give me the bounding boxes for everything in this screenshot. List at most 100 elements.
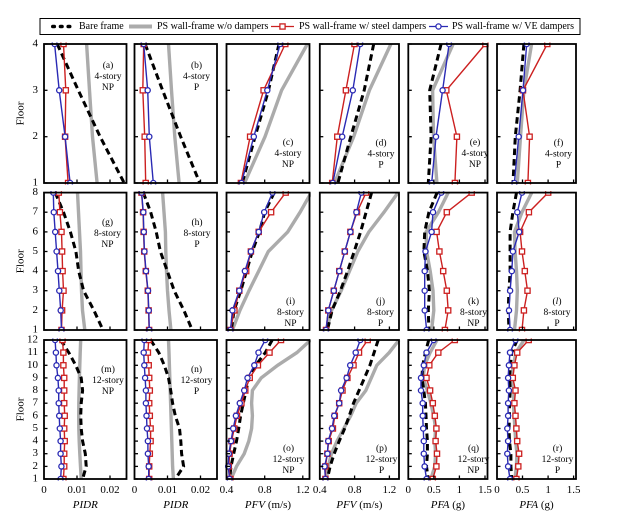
svg-text:3: 3	[33, 284, 39, 296]
svg-text:1.5: 1.5	[478, 484, 492, 496]
svg-text:NP: NP	[101, 240, 113, 250]
svg-text:0: 0	[132, 484, 138, 496]
svg-text:8-story: 8-story	[94, 229, 121, 239]
svg-text:0.8: 0.8	[348, 484, 362, 496]
svg-text:P: P	[554, 319, 559, 329]
svg-text:(h): (h)	[191, 217, 202, 228]
svg-text:(b): (b)	[191, 60, 202, 71]
svg-text:1: 1	[33, 324, 39, 336]
svg-text:8-story: 8-story	[544, 308, 571, 318]
svg-text:12-story: 12-story	[181, 376, 213, 386]
svg-text:4: 4	[33, 38, 39, 50]
svg-text:4: 4	[33, 265, 39, 277]
svg-text:1: 1	[457, 484, 463, 496]
svg-text:P: P	[194, 83, 199, 93]
svg-text:0.02: 0.02	[100, 484, 119, 496]
svg-text:1: 1	[33, 473, 39, 485]
svg-text:8: 8	[33, 384, 39, 396]
svg-text:8-story: 8-story	[367, 308, 394, 318]
svg-text:Floor: Floor	[15, 397, 27, 421]
svg-text:(r): (r)	[553, 443, 563, 454]
svg-text:Floor: Floor	[15, 101, 27, 125]
svg-text:(g): (g)	[102, 217, 113, 228]
svg-text:0: 0	[41, 484, 47, 496]
svg-text:0.01: 0.01	[67, 484, 86, 496]
svg-text:6: 6	[33, 409, 39, 421]
svg-text:0.8: 0.8	[258, 484, 272, 496]
svg-text:PS wall-frame w/o dampers: PS wall-frame w/o dampers	[157, 21, 268, 32]
svg-text:1.2: 1.2	[383, 484, 397, 496]
svg-text:PFA (g): PFA (g)	[430, 499, 466, 511]
svg-text:4-story: 4-story	[462, 149, 489, 159]
svg-text:2: 2	[33, 460, 39, 472]
svg-text:PIDR: PIDR	[72, 499, 98, 511]
svg-text:P: P	[556, 161, 561, 171]
svg-text:0.4: 0.4	[313, 484, 327, 496]
svg-text:12-story: 12-story	[92, 376, 124, 386]
svg-text:PFV (m/s): PFV (m/s)	[335, 499, 382, 511]
svg-text:PFA (g): PFA (g)	[518, 499, 554, 511]
svg-text:P: P	[555, 466, 560, 476]
svg-text:4-story: 4-story	[275, 149, 302, 159]
svg-text:1: 1	[545, 484, 551, 496]
svg-text:5: 5	[33, 245, 39, 257]
svg-text:P: P	[378, 319, 383, 329]
svg-text:1.2: 1.2	[296, 484, 310, 496]
svg-text:4: 4	[33, 435, 39, 447]
svg-text:Floor: Floor	[15, 249, 27, 273]
svg-text:NP: NP	[102, 387, 114, 397]
svg-text:12: 12	[27, 334, 38, 346]
svg-text:(e): (e)	[470, 137, 481, 148]
svg-text:8-story: 8-story	[460, 308, 487, 318]
svg-text:7: 7	[33, 206, 39, 218]
svg-text:0.5: 0.5	[516, 484, 530, 496]
svg-text:P: P	[378, 161, 383, 171]
svg-text:PS wall-frame w/ steel dampers: PS wall-frame w/ steel dampers	[299, 21, 426, 32]
svg-text:12-story: 12-story	[273, 455, 305, 465]
svg-text:8: 8	[33, 186, 39, 198]
svg-text:NP: NP	[284, 319, 296, 329]
svg-text:(n): (n)	[191, 364, 202, 375]
svg-text:5: 5	[33, 422, 39, 434]
svg-text:P: P	[379, 466, 384, 476]
svg-text:PIDR: PIDR	[162, 499, 188, 511]
svg-text:10: 10	[27, 359, 39, 371]
svg-text:12-story: 12-story	[458, 455, 490, 465]
svg-text:4-story: 4-story	[545, 150, 572, 160]
svg-text:NP: NP	[467, 319, 479, 329]
svg-text:8-story: 8-story	[184, 229, 211, 239]
svg-text:(k): (k)	[468, 296, 479, 307]
svg-text:P: P	[194, 240, 199, 250]
svg-text:11: 11	[27, 346, 38, 358]
svg-text:(q): (q)	[468, 443, 479, 454]
svg-text:12-story: 12-story	[366, 455, 398, 465]
svg-text:2: 2	[33, 130, 39, 142]
svg-text:(a): (a)	[103, 60, 114, 71]
svg-text:9: 9	[33, 371, 39, 383]
svg-text:NP: NP	[467, 466, 479, 476]
svg-text:12-story: 12-story	[542, 455, 574, 465]
svg-text:PFV (m/s): PFV (m/s)	[244, 499, 291, 511]
svg-text:0: 0	[406, 484, 412, 496]
svg-text:(f): (f)	[554, 138, 564, 149]
svg-text:2: 2	[33, 304, 39, 316]
svg-text:Bare frame: Bare frame	[79, 21, 124, 32]
svg-text:0.02: 0.02	[191, 484, 210, 496]
svg-text:NP: NP	[469, 160, 481, 170]
svg-text:(i): (i)	[286, 296, 295, 307]
svg-text:1.5: 1.5	[567, 484, 581, 496]
svg-text:NP: NP	[282, 466, 294, 476]
svg-text:PS wall-frame w/ VE dampers: PS wall-frame w/ VE dampers	[452, 21, 574, 32]
svg-text:(m): (m)	[101, 364, 115, 375]
svg-text:0.4: 0.4	[220, 484, 234, 496]
svg-text:6: 6	[33, 225, 39, 237]
svg-text:NP: NP	[282, 160, 294, 170]
svg-text:(l): (l)	[553, 296, 562, 307]
svg-text:(j): (j)	[376, 296, 385, 307]
svg-text:8-story: 8-story	[277, 308, 304, 318]
svg-text:(d): (d)	[375, 138, 386, 149]
svg-text:3: 3	[33, 84, 39, 96]
svg-text:NP: NP	[102, 83, 114, 93]
svg-text:1: 1	[33, 177, 39, 189]
svg-text:0.5: 0.5	[427, 484, 441, 496]
